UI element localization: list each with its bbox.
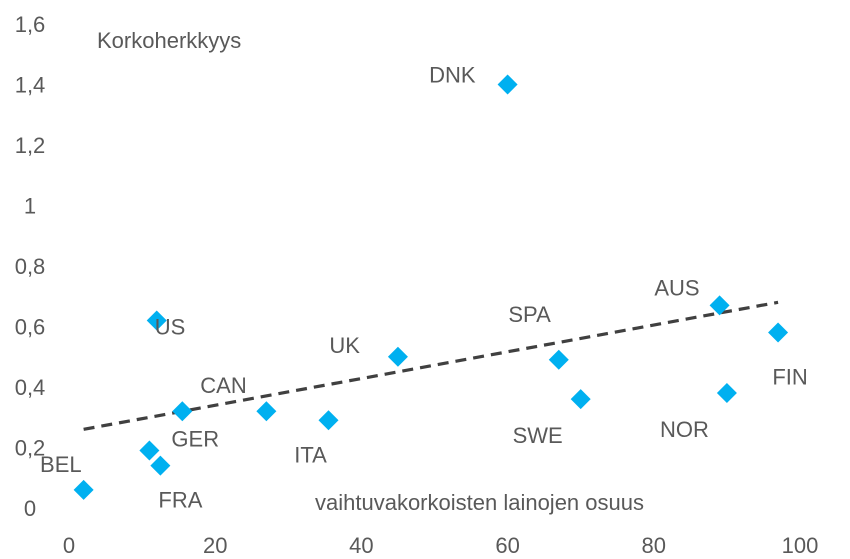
x-tick-label: 40 xyxy=(349,533,373,558)
x-tick-label: 60 xyxy=(495,533,519,558)
data-label: AUS xyxy=(654,275,699,300)
x-tick-label: 100 xyxy=(782,533,819,558)
data-point-marker xyxy=(139,440,160,461)
data-label: SPA xyxy=(508,302,551,327)
data-point-marker xyxy=(716,383,737,404)
trendline xyxy=(83,300,779,431)
data-point-marker xyxy=(768,322,789,343)
data-points xyxy=(73,74,789,500)
data-point-marker xyxy=(150,455,171,476)
y-tick-label: 1,4 xyxy=(15,73,46,98)
data-label: ITA xyxy=(294,442,327,467)
data-label: GER xyxy=(171,427,219,452)
data-label: BEL xyxy=(40,452,82,477)
data-point-marker xyxy=(387,346,408,367)
y-tick-label: 1,6 xyxy=(15,12,46,37)
data-point-marker xyxy=(146,310,167,331)
y-tick-label: 1,2 xyxy=(15,133,46,158)
data-label: FRA xyxy=(158,488,202,513)
data-point-marker xyxy=(172,401,193,422)
point-labels: BEL FRA GER US CAN ITA UK DNK SPA SWE AUS NOR FIN xyxy=(40,63,808,513)
data-point-marker xyxy=(709,295,730,316)
data-label: SWE xyxy=(513,423,563,448)
y-tick-label: 0 xyxy=(24,496,36,521)
x-tick-label: 0 xyxy=(63,533,75,558)
y-axis-title: Korkoherkkyys xyxy=(97,28,241,53)
data-label: DNK xyxy=(429,63,476,88)
y-tick-label: 1 xyxy=(24,194,36,219)
y-tick-label: 0,2 xyxy=(15,436,46,461)
x-axis-title: vaihtuvakorkoisten lainojen osuus xyxy=(315,490,644,515)
y-tick-label: 0,4 xyxy=(15,375,46,400)
data-label: US xyxy=(155,314,186,339)
data-label: CAN xyxy=(200,373,246,398)
y-tick-label: 0,8 xyxy=(15,254,46,279)
y-axis-ticks: 0 0,2 0,4 0,6 0,8 1 1,2 1,4 1,6 xyxy=(15,12,46,521)
data-label: NOR xyxy=(660,417,709,442)
data-point-marker xyxy=(318,410,339,431)
data-label: FIN xyxy=(772,365,807,390)
x-axis-ticks: 0 20 40 60 80 100 xyxy=(63,533,818,558)
x-tick-label: 20 xyxy=(203,533,227,558)
data-point-marker xyxy=(548,349,569,370)
data-point-marker xyxy=(570,389,591,410)
data-point-marker xyxy=(256,401,277,422)
x-tick-label: 80 xyxy=(642,533,666,558)
trendline-group xyxy=(83,300,779,431)
y-tick-label: 0,6 xyxy=(15,315,46,340)
data-label: UK xyxy=(329,333,360,358)
data-point-marker xyxy=(73,479,94,500)
data-point-marker xyxy=(497,74,518,95)
